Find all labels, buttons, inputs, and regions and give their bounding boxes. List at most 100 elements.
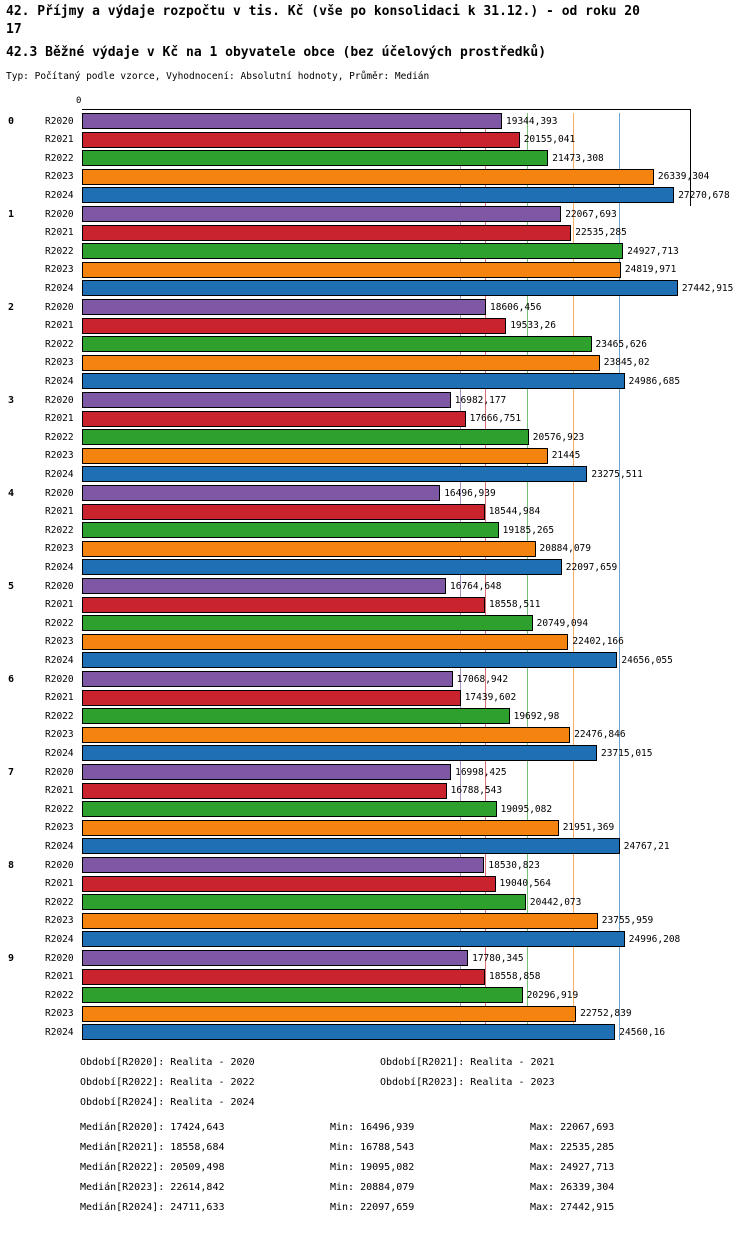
bar-R2020-group-8 bbox=[82, 857, 485, 873]
series-label-R2023: R2023 bbox=[45, 357, 74, 368]
series-label-R2024: R2024 bbox=[45, 561, 74, 573]
bar-row-R2022-group-8: R2022 20442,073 bbox=[0, 894, 750, 910]
bar-value-label: 19344,393 bbox=[506, 115, 558, 127]
series-label-R2020: R2020 bbox=[45, 208, 74, 220]
bar-R2022-group-1 bbox=[82, 243, 624, 259]
bar-value-label: 22535,285 bbox=[575, 227, 627, 238]
series-label-R2020: R2020 bbox=[45, 859, 74, 871]
series-label-R2022: R2022 bbox=[45, 524, 74, 536]
bar-value-label: 18606,456 bbox=[490, 301, 542, 313]
bar-R2023-group-4 bbox=[82, 540, 536, 557]
series-label-R2021: R2021 bbox=[45, 506, 74, 517]
group-label-2: 2 bbox=[8, 301, 15, 313]
bar-row-R2024-group-0: R2024 27270,678 bbox=[0, 187, 750, 203]
bar-row-R2022-group-7: R2022 19095,082 bbox=[0, 801, 750, 817]
series-label-R2022: R2022 bbox=[45, 989, 74, 1001]
series-label-R2020: R2020 bbox=[45, 580, 74, 592]
bar-value-label: 19185,265 bbox=[502, 524, 555, 536]
bar-value-label: 20155,041 bbox=[523, 134, 576, 145]
bar-value-label: 23755,959 bbox=[601, 915, 654, 926]
series-label-R2022: R2022 bbox=[45, 803, 74, 815]
stat-min-3: Min: 20884,079 bbox=[330, 1182, 415, 1193]
bar-row-R2022-group-4: R2022 19185,265 bbox=[0, 522, 750, 538]
group-label-5: 5 bbox=[8, 580, 15, 592]
bar-value-label: 24819,971 bbox=[624, 264, 677, 275]
series-label-R2023: R2023 bbox=[45, 450, 74, 461]
chart-footer: Období[R2020]: Realita - 2020 Období[R202… bbox=[0, 1053, 750, 1218]
bar-R2020-group-4 bbox=[82, 485, 441, 501]
series-label-R2020: R2020 bbox=[45, 952, 74, 964]
bar-row-R2020-group-0: 0 R2020 19344,393 bbox=[0, 113, 750, 129]
stat-max-3: Max: 26339,304 bbox=[530, 1182, 615, 1193]
bar-R2021-group-5 bbox=[82, 596, 485, 613]
bar-R2021-group-8 bbox=[82, 875, 496, 892]
bar-value-label: 26339,304 bbox=[657, 171, 710, 182]
bar-R2021-group-9 bbox=[82, 968, 485, 985]
median-line-R2022 bbox=[527, 113, 529, 1040]
group-label-3: 3 bbox=[8, 394, 15, 406]
bar-row-R2023-group-4: R2023 20884,079 bbox=[0, 540, 750, 557]
bar-R2020-group-3 bbox=[82, 392, 451, 408]
bar-value-label: 19040,564 bbox=[499, 878, 551, 889]
bar-R2022-group-3 bbox=[82, 429, 529, 445]
group-label-0: 0 bbox=[8, 115, 15, 127]
bar-R2023-group-7 bbox=[82, 819, 559, 836]
bar-value-label: 24986,685 bbox=[628, 375, 681, 387]
stat-max-2: Max: 24927,713 bbox=[530, 1162, 615, 1173]
series-label-R2024: R2024 bbox=[45, 375, 74, 387]
bar-value-label: 18544,984 bbox=[488, 506, 541, 517]
bar-R2020-group-0 bbox=[82, 113, 502, 129]
bar-R2021-group-4 bbox=[82, 503, 485, 520]
bar-value-label: 16764,648 bbox=[450, 580, 502, 592]
bar-value-label: 20576,923 bbox=[532, 431, 585, 443]
legend-item-1: Období[R2021]: Realita - 2021 bbox=[380, 1057, 555, 1068]
stat-median-4: Medián[R2024]: 24711,633 bbox=[80, 1202, 225, 1213]
chart-meta-info: Typ: Počítaný podle vzorce, Vyhodnocení:… bbox=[6, 71, 430, 82]
bar-value-label: 21445 bbox=[551, 450, 581, 461]
stat-median-2: Medián[R2022]: 20509,498 bbox=[80, 1162, 225, 1173]
bar-row-R2021-group-8: R2021 19040,564 bbox=[0, 875, 750, 892]
bar-value-label: 17780,345 bbox=[472, 952, 524, 964]
group-label-1: 1 bbox=[8, 208, 15, 220]
series-label-R2023: R2023 bbox=[45, 636, 74, 647]
series-label-R2024: R2024 bbox=[45, 747, 74, 759]
bar-group-0: 0 R2020 19344,393 R2021 20155,041 R2022 21473,… bbox=[0, 113, 750, 203]
axis-origin-label: 0 bbox=[76, 96, 82, 106]
page-title-line1: 42. Příjmy a výdaje rozpočtu v tis. Kč (… bbox=[6, 4, 640, 19]
series-label-R2023: R2023 bbox=[45, 543, 74, 554]
group-label-4: 4 bbox=[8, 487, 15, 499]
bar-R2020-group-6 bbox=[82, 671, 453, 687]
bar-value-label: 19692,98 bbox=[513, 710, 560, 722]
stat-max-1: Max: 22535,285 bbox=[530, 1142, 615, 1153]
bar-R2024-group-3 bbox=[82, 466, 588, 482]
bar-group-6: 6 R2020 17068,942 R2021 17439,602 R2022 19692,… bbox=[0, 671, 750, 761]
bar-group-8: 8 R2020 18530,823 R2021 19040,564 R2022 20442,… bbox=[0, 857, 750, 947]
median-line-R2021 bbox=[485, 113, 486, 1040]
bar-value-label: 24560,16 bbox=[619, 1026, 666, 1038]
bar-R2022-group-2 bbox=[82, 336, 592, 352]
axis-top-line bbox=[82, 109, 691, 110]
bar-value-label: 20296,919 bbox=[526, 989, 579, 1001]
bar-row-R2024-group-9: R2024 24560,16 bbox=[0, 1024, 750, 1040]
bar-row-R2024-group-2: R2024 24986,685 bbox=[0, 373, 750, 389]
bar-value-label: 18530,823 bbox=[488, 859, 540, 871]
legend-item-4: Období[R2024]: Realita - 2024 bbox=[80, 1097, 255, 1108]
bar-row-R2020-group-8: 8 R2020 18530,823 bbox=[0, 857, 750, 873]
bar-row-R2024-group-1: R2024 27442,915 bbox=[0, 280, 750, 296]
bar-row-R2024-group-3: R2024 23275,511 bbox=[0, 466, 750, 482]
series-label-R2021: R2021 bbox=[45, 971, 74, 982]
bar-value-label: 24656,055 bbox=[621, 654, 673, 666]
bar-R2023-group-8 bbox=[82, 912, 598, 929]
legend-item-2: Období[R2022]: Realita - 2022 bbox=[80, 1077, 255, 1088]
bar-R2023-group-0 bbox=[82, 168, 654, 185]
bar-R2023-group-6 bbox=[82, 726, 571, 743]
series-label-R2023: R2023 bbox=[45, 264, 74, 275]
bar-row-R2024-group-7: R2024 24767,21 bbox=[0, 838, 750, 854]
bar-row-R2020-group-7: 7 R2020 16998,425 bbox=[0, 764, 750, 780]
bar-row-R2022-group-5: R2022 20749,094 bbox=[0, 615, 750, 631]
bar-value-label: 22476,846 bbox=[574, 729, 626, 740]
bar-row-R2022-group-1: R2022 24927,713 bbox=[0, 243, 750, 259]
bar-R2023-group-1 bbox=[82, 261, 621, 278]
bar-R2024-group-5 bbox=[82, 652, 618, 668]
group-label-6: 6 bbox=[8, 673, 15, 685]
